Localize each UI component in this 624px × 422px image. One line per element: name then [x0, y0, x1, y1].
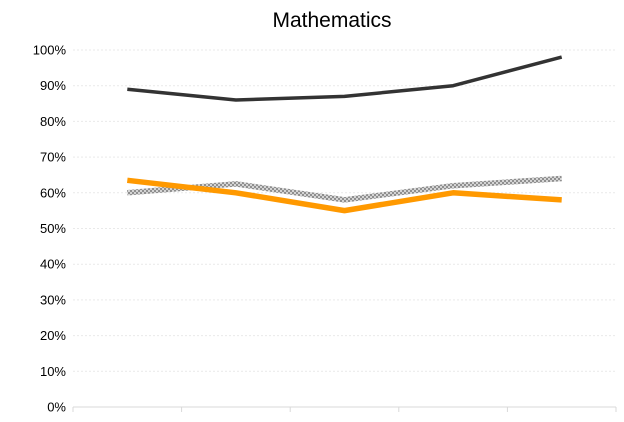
series-lines — [126, 55, 563, 214]
y-tick-label: 50% — [40, 221, 66, 236]
y-tick-label: 30% — [40, 292, 66, 307]
y-tick-label: 70% — [40, 150, 66, 165]
y-tick-label: 100% — [33, 43, 67, 58]
series-line-3 — [126, 177, 562, 214]
y-tick-label: 60% — [40, 185, 66, 200]
y-tick-label: 90% — [40, 78, 66, 93]
chart-title: Mathematics — [272, 9, 391, 32]
y-axis-tick-labels: 0% 10% 20% 30% 40% 50% 60% 70% 80% 90% 100% — [33, 43, 67, 415]
gridlines — [73, 49, 616, 372]
series-line-1 — [127, 55, 563, 102]
x-axis — [72, 406, 617, 412]
y-tick-label: 20% — [40, 328, 66, 343]
y-tick-label: 80% — [40, 114, 66, 129]
y-tick-label: 40% — [40, 257, 66, 272]
y-tick-label: 10% — [40, 364, 66, 379]
y-tick-label: 0% — [47, 400, 66, 415]
